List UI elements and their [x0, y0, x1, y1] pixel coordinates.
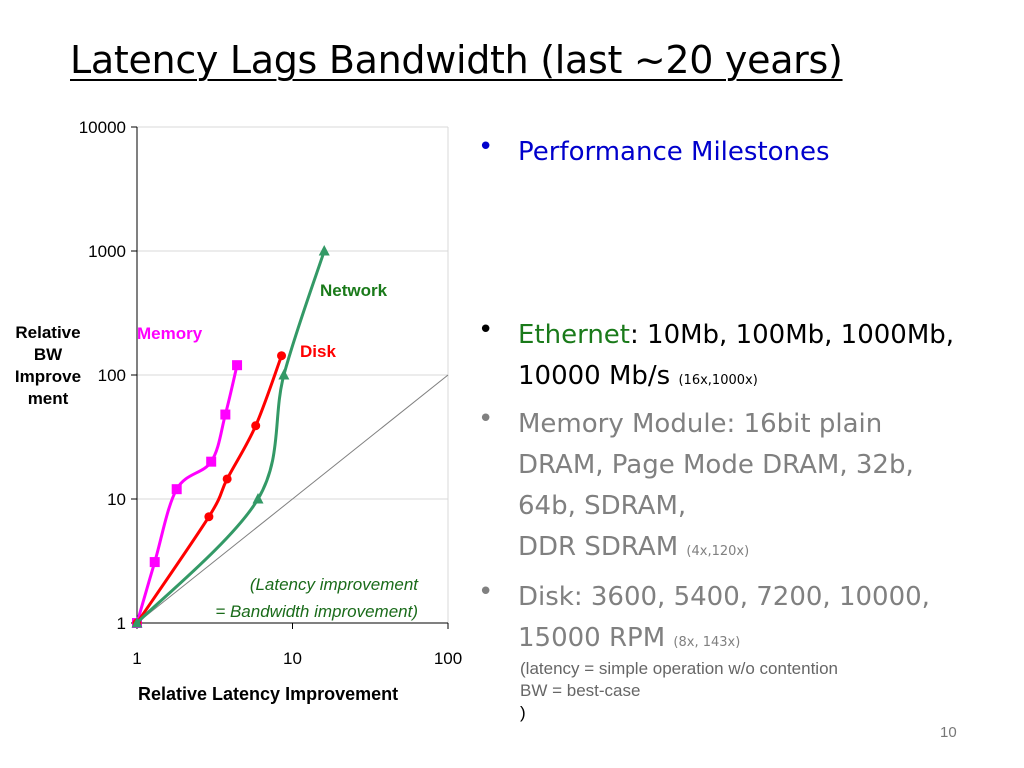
- y-tick-label: 1: [117, 614, 126, 633]
- bullet-marker: •: [478, 404, 494, 434]
- series-label-network: Network: [320, 281, 388, 300]
- data-point-memory: [206, 456, 217, 467]
- data-point-network: [278, 369, 290, 380]
- data-point-network: [252, 493, 264, 504]
- x-tick-label: 100: [434, 649, 462, 668]
- memory-improvement: (4x,120x): [686, 544, 750, 559]
- y-axis-title-line: ment: [27, 389, 69, 408]
- x-tick-label: 1: [132, 649, 141, 668]
- bullet-text: Memory Module: 16bit plain: [518, 409, 883, 439]
- y-tick-label: 10000: [79, 118, 126, 137]
- y-axis-title-line: Improve: [14, 367, 82, 386]
- data-point-network: [131, 617, 143, 628]
- annotation-line: = Bandwidth improvement): [215, 602, 418, 621]
- note-paren: ): [520, 703, 526, 722]
- data-point-memory: [232, 360, 243, 371]
- series-label-memory: Memory: [137, 324, 203, 343]
- data-point-memory: [149, 557, 160, 568]
- slide-title: Latency Lags Bandwidth (last ~20 years): [70, 38, 843, 82]
- x-tick-label: 10: [283, 649, 302, 668]
- annotation-line: (Latency improvement: [249, 575, 418, 594]
- ethernet-speeds-line2: 10000 Mb/s: [518, 361, 671, 391]
- data-point-memory: [220, 409, 231, 420]
- disk-improvement: (8x, 143x): [673, 635, 741, 650]
- data-point-disk: [251, 421, 261, 431]
- note-line: (latency = simple operation w/o contenti…: [520, 659, 838, 678]
- data-point-disk: [222, 474, 232, 484]
- ethernet-speeds: : 10Mb, 100Mb, 1000Mb,: [630, 320, 955, 350]
- x-axis-title: Relative Latency Improvement: [138, 684, 399, 704]
- bullet-text: DDR SDRAM: [518, 532, 679, 562]
- data-point-disk: [204, 512, 214, 522]
- data-point-disk: [277, 351, 287, 361]
- ethernet-label: Ethernet: [518, 320, 630, 350]
- y-tick-label: 10: [107, 490, 126, 509]
- bullet-marker: •: [478, 315, 494, 345]
- y-tick-label: 1000: [88, 242, 126, 261]
- note-line: BW = best-case: [520, 681, 641, 700]
- y-tick-label: 100: [98, 366, 126, 385]
- data-point-memory: [171, 484, 182, 495]
- definition-note: (latency = simple operation w/o contenti…: [520, 658, 838, 724]
- y-axis-title-line: Relative: [15, 323, 81, 342]
- equality-reference-line: [136, 374, 449, 624]
- series-label-disk: Disk: [300, 342, 336, 361]
- y-axis-title-line: BW: [33, 345, 63, 364]
- bullet-text: DRAM, Page Mode DRAM, 32b,: [518, 450, 914, 480]
- bullet-marker: •: [478, 132, 494, 162]
- bullet-text: 15000 RPM: [518, 623, 666, 653]
- page-number: 10: [940, 724, 957, 741]
- data-point-network: [318, 245, 330, 256]
- y-axis-title: Relative BW Improve ment: [2, 322, 94, 410]
- bullet-marker: •: [478, 577, 494, 607]
- bullet-text: Performance Milestones: [518, 137, 830, 167]
- bullet-text: Disk: 3600, 5400, 7200, 10000,: [518, 582, 930, 612]
- equality-line-annotation: (Latency improvement = Bandwidth improve…: [160, 571, 418, 625]
- series-line-network: [135, 250, 326, 625]
- bullet-text: 64b, SDRAM,: [518, 491, 687, 521]
- ethernet-improvement: (16x,1000x): [678, 373, 758, 388]
